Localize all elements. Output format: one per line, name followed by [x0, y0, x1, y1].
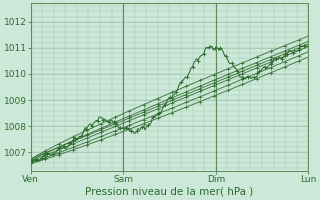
X-axis label: Pression niveau de la mer( hPa ): Pression niveau de la mer( hPa )	[85, 187, 254, 197]
